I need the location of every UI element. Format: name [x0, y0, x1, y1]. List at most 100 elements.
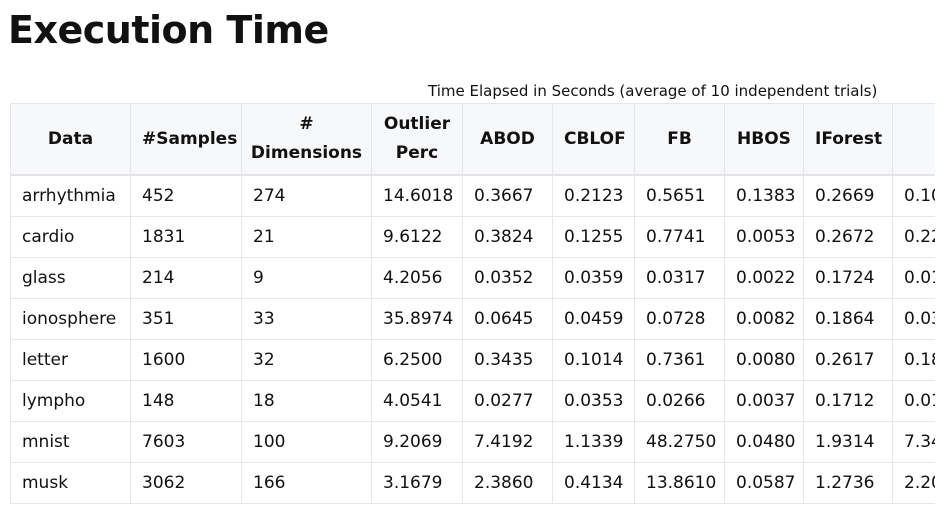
table-cell: 1.1339: [552, 421, 635, 463]
table-cell: 4.2056: [371, 257, 463, 299]
table-cell: 2.3860: [462, 462, 553, 504]
table-cell: 0.0352: [462, 257, 553, 299]
table-cell: 0.0728: [634, 298, 725, 340]
table-cell: 7603: [130, 421, 242, 463]
column-header: Data: [10, 103, 131, 176]
table-cell: 0.1014: [552, 339, 635, 381]
table-cell: 148: [130, 380, 242, 422]
table-cell: 0.0037: [724, 380, 804, 422]
table-cell: arrhythmia: [10, 174, 131, 217]
table-cell: 0.4134: [552, 462, 635, 504]
table-cell: 1600: [130, 339, 242, 381]
table-cell: 166: [241, 462, 372, 504]
table-row: letter 1600 32 6.2500 0.3435 0.1014 0.7361 0.00…: [10, 339, 935, 381]
table-cell: 6.2500: [371, 339, 463, 381]
table-cell: 0.0645: [462, 298, 553, 340]
column-header: FB: [634, 103, 725, 176]
table-cell: 0.0359: [552, 257, 635, 299]
column-header: #Samples: [130, 103, 242, 176]
table-cell: 13.8610: [634, 462, 725, 504]
table-cell: 0.1724: [803, 257, 893, 299]
table-row: glass 214 9 4.2056 0.0352 0.0359 0.0317 0.0022 0…: [10, 257, 935, 299]
table-cell: 0.0587: [724, 462, 804, 504]
table-cell: 0.3824: [462, 216, 553, 258]
table-cell: 0.0353: [552, 380, 635, 422]
column-header: CBLOF: [552, 103, 635, 176]
page-title: Execution Time: [8, 8, 329, 52]
table-cell: 2.20: [892, 462, 935, 504]
table-cell: 32: [241, 339, 372, 381]
table-row: ionosphere 351 33 35.8974 0.0645 0.0459 0.0728…: [10, 298, 935, 340]
table-cell: 0.2617: [803, 339, 893, 381]
table-cell: 14.6018: [371, 174, 463, 217]
table-cell: 0.0022: [724, 257, 804, 299]
table-cell: 48.2750: [634, 421, 725, 463]
table-cell: 0.0480: [724, 421, 804, 463]
table-row: lympho 148 18 4.0541 0.0277 0.0353 0.0266 0.003…: [10, 380, 935, 422]
table-cell: 0.1712: [803, 380, 893, 422]
table-row: musk 3062 166 3.1679 2.3860 0.4134 13.8610 0.05…: [10, 462, 935, 504]
table-cell: 35.8974: [371, 298, 463, 340]
table-cell: 33: [241, 298, 372, 340]
table-cell: musk: [10, 462, 131, 504]
column-header: Outlier Perc: [371, 103, 463, 176]
table-cell: 0.1255: [552, 216, 635, 258]
table-cell: 7.34: [892, 421, 935, 463]
table-container[interactable]: Data #Samples # Dimensions Outlier Perc ABOD…: [10, 103, 935, 523]
table-cell: 0.3667: [462, 174, 553, 217]
table-cell: 1831: [130, 216, 242, 258]
table-cell: 1.2736: [803, 462, 893, 504]
table-cell: letter: [10, 339, 131, 381]
table-cell: 0.7361: [634, 339, 725, 381]
table-cell: 0.2123: [552, 174, 635, 217]
table-cell: 0.2669: [803, 174, 893, 217]
table-cell: 0.0277: [462, 380, 553, 422]
table-cell: 3.1679: [371, 462, 463, 504]
table-cell: 351: [130, 298, 242, 340]
table-cell: 0.0053: [724, 216, 804, 258]
table-cell: 0.18: [892, 339, 935, 381]
table-cell: ionosphere: [10, 298, 131, 340]
table-cell: 0.01: [892, 257, 935, 299]
table-cell: 4.0541: [371, 380, 463, 422]
table-cell: 0.0459: [552, 298, 635, 340]
table-cell: lympho: [10, 380, 131, 422]
table-cell: 0.7741: [634, 216, 725, 258]
table-cell: 0.01: [892, 380, 935, 422]
table-cell: 0.22: [892, 216, 935, 258]
table-cell: 9.6122: [371, 216, 463, 258]
table-cell: cardio: [10, 216, 131, 258]
table-cell: mnist: [10, 421, 131, 463]
table-row: mnist 7603 100 9.2069 7.4192 1.1339 48.2750 0.0…: [10, 421, 935, 463]
table-cell: 9: [241, 257, 372, 299]
table-cell: 0.5651: [634, 174, 725, 217]
table-cell: 0.0317: [634, 257, 725, 299]
table-cell: 0.1383: [724, 174, 804, 217]
table-row: arrhythmia 452 274 14.6018 0.3667 0.2123 0.565…: [10, 174, 935, 217]
table-cell: 214: [130, 257, 242, 299]
table-cell: 274: [241, 174, 372, 217]
table-cell: 0.0080: [724, 339, 804, 381]
table-cell: 100: [241, 421, 372, 463]
table-cell: 0.03: [892, 298, 935, 340]
table-caption: Time Elapsed in Seconds (average of 10 i…: [428, 82, 878, 100]
table-cell: 18: [241, 380, 372, 422]
column-header: # Dimensions: [241, 103, 372, 176]
column-header: KN: [892, 103, 935, 176]
table-cell: 0.3435: [462, 339, 553, 381]
table-cell: 0.1864: [803, 298, 893, 340]
table-cell: 9.2069: [371, 421, 463, 463]
table-cell: 7.4192: [462, 421, 553, 463]
execution-time-table: Data #Samples # Dimensions Outlier Perc ABOD…: [10, 103, 935, 504]
table-cell: 0.2672: [803, 216, 893, 258]
table-cell: 0.10: [892, 174, 935, 217]
table-cell: 21: [241, 216, 372, 258]
column-header: IForest: [803, 103, 893, 176]
table-header-row: Data #Samples # Dimensions Outlier Perc ABOD…: [10, 103, 935, 176]
column-header: HBOS: [724, 103, 804, 176]
table-cell: glass: [10, 257, 131, 299]
table-cell: 1.9314: [803, 421, 893, 463]
table-cell: 3062: [130, 462, 242, 504]
table-cell: 0.0266: [634, 380, 725, 422]
table-cell: 452: [130, 174, 242, 217]
